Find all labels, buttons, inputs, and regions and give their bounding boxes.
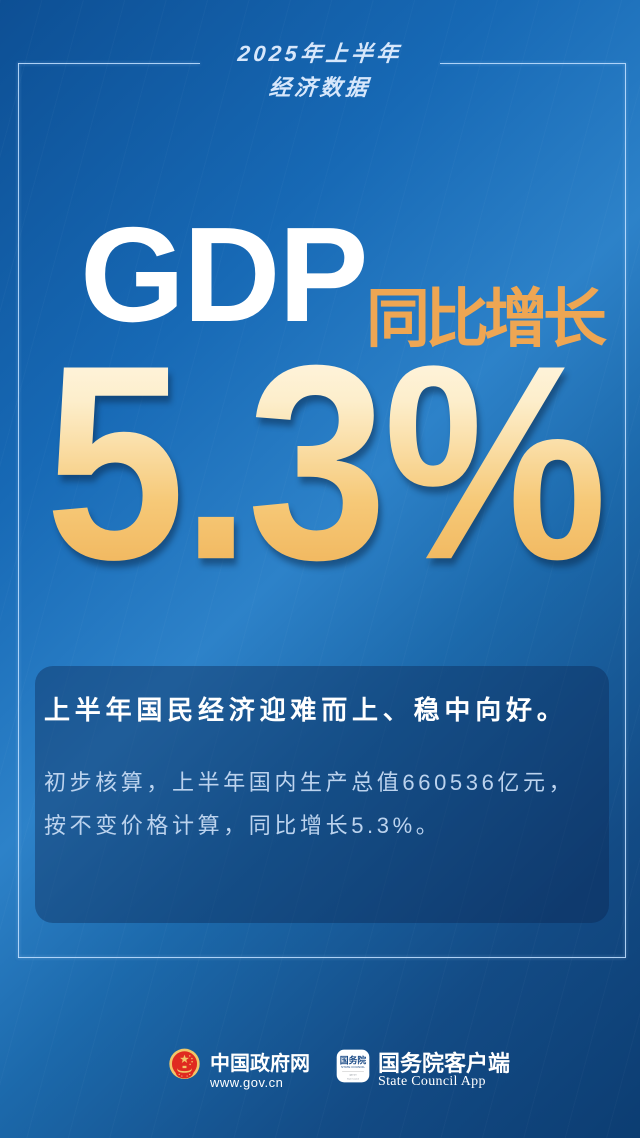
svg-text:gov.cn: gov.cn — [350, 1074, 357, 1077]
svg-text:国务院: 国务院 — [340, 1054, 367, 1065]
svg-text:STATE COUNCIL: STATE COUNCIL — [341, 1065, 365, 1069]
